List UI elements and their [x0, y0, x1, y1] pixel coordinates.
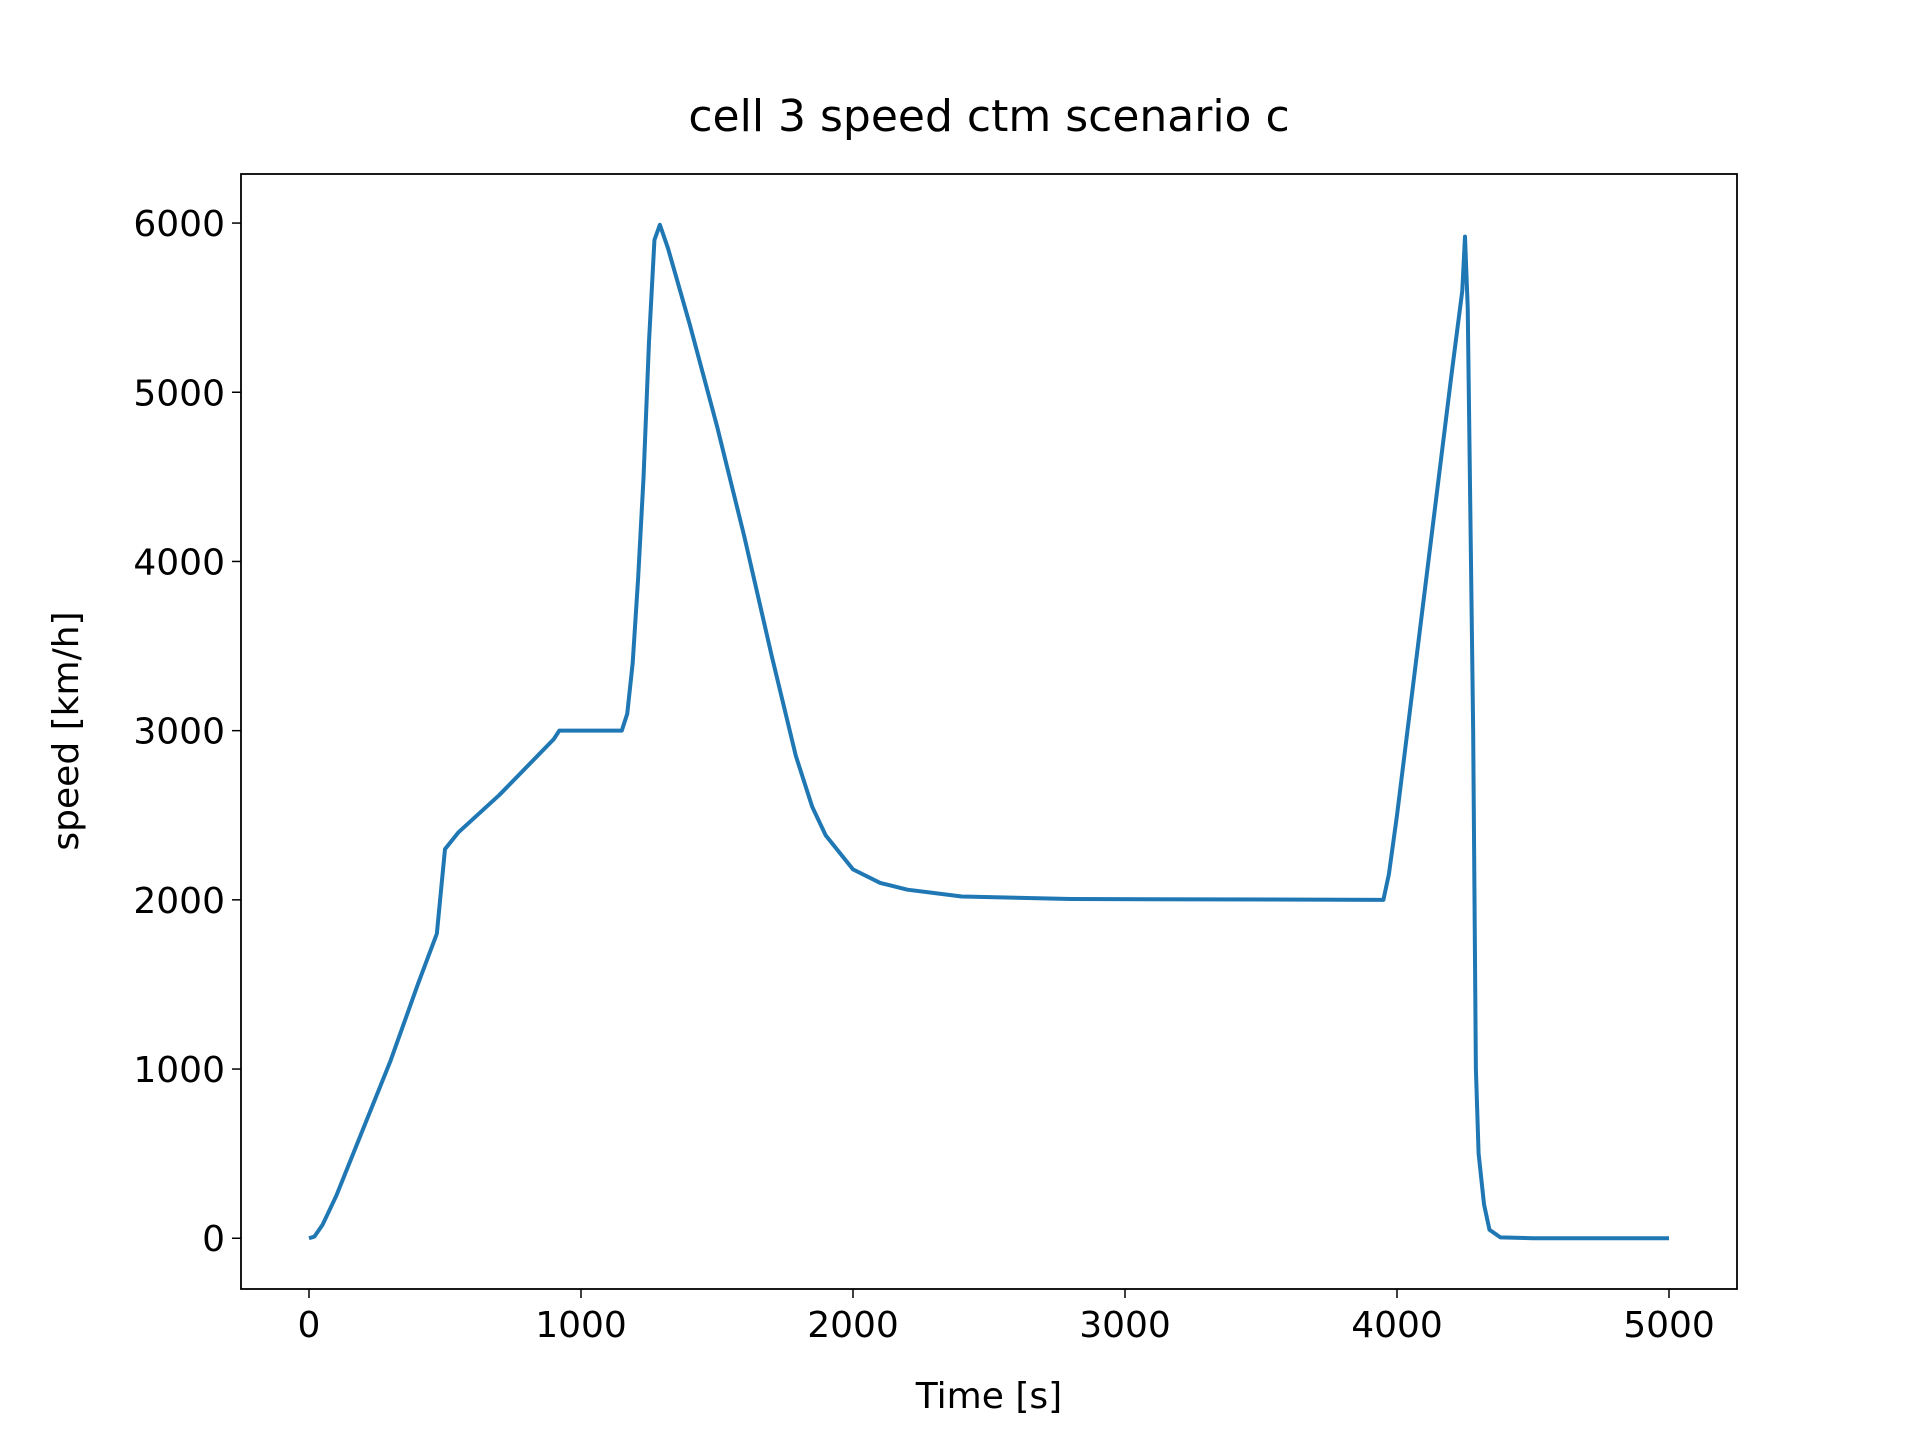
x-axis-label: Time [s] [915, 1376, 1062, 1417]
x-tick-label: 2000 [807, 1305, 899, 1346]
y-tick-label: 2000 [133, 881, 225, 922]
y-axis-label: speed [km/h] [46, 611, 87, 850]
x-tick-label: 5000 [1623, 1305, 1715, 1346]
x-tick-label: 0 [298, 1305, 321, 1346]
x-tick-label: 1000 [535, 1305, 627, 1346]
data-line [308, 222, 1669, 1241]
x-tick-label: 3000 [1079, 1305, 1171, 1346]
y-tick-label: 0 [202, 1219, 225, 1260]
plot-frame [240, 173, 1738, 1290]
chart-title: cell 3 speed ctm scenario c [688, 91, 1289, 142]
y-tick-label: 5000 [133, 373, 225, 414]
y-tick-label: 6000 [133, 204, 225, 245]
x-tick-label: 4000 [1351, 1305, 1443, 1346]
y-tick-label: 1000 [133, 1050, 225, 1091]
y-tick-label: 3000 [133, 712, 225, 753]
y-tick-label: 4000 [133, 542, 225, 583]
